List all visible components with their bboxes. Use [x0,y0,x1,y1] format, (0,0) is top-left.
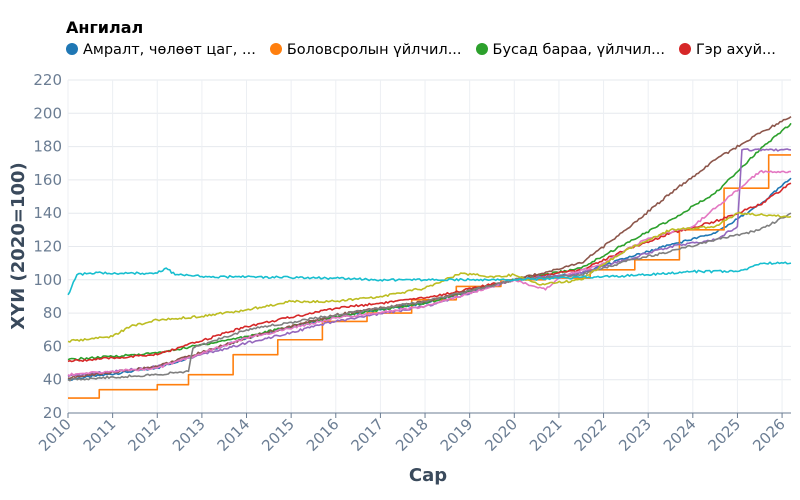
x-tick-label: 2020 [481,415,521,455]
legend-label: Амралт, чөлөөт цаг, ... [83,42,256,58]
y-tick-label: 100 [33,271,62,289]
y-tick-label: 120 [33,238,62,256]
series-line-3 [67,122,792,361]
y-tick-label: 220 [33,71,62,89]
x-tick-label: 2021 [526,415,566,455]
y-axis-title: ХҮИ (2020=100) [8,162,29,329]
x-tick-label: 2017 [348,415,388,455]
legend-swatch-icon [678,43,691,55]
y-tick-label: 140 [33,204,62,222]
legend-swatch-icon [269,43,282,55]
series-lines [67,115,792,399]
legend-label: Бусад бараа, үйлчил... [492,42,665,58]
x-tick-label: 2014 [214,415,254,455]
x-tick-label: 2010 [35,415,75,455]
legend-item[interactable]: Амралт, чөлөөт цаг, ... [66,42,256,58]
y-tick-label: 200 [33,104,62,122]
legend-label: Гэр ахуй... [695,42,776,58]
x-tick-label: 2024 [660,415,700,455]
y-tick-label: 180 [33,138,62,156]
y-tick-label: 60 [43,337,62,355]
series-line-9 [67,211,792,343]
grid [67,79,791,414]
legend-item[interactable]: Боловсролын үйлчил... [269,42,462,58]
legend-label: Боловсролын үйлчил... [286,42,462,58]
x-tick-label: 2011 [80,415,120,455]
x-axis-title: Сар [409,465,447,486]
legend-item[interactable]: Бусад бараа, үйлчил... [475,42,665,58]
legend-swatch-icon [66,43,78,55]
series-line-8 [67,212,792,382]
legend-title: Ангилал [66,18,144,37]
y-tick-label: 40 [43,371,62,389]
x-tick-label: 2016 [303,415,343,455]
legend-item[interactable]: Гэр ахуй... [678,42,776,58]
x-tick-label: 2012 [124,415,164,455]
x-tick-label: 2018 [392,415,432,455]
legend: Ангилал Амралт, чөлөөт цаг, ... Боловсрол… [66,18,800,62]
x-tick-label: 2023 [615,415,655,455]
x-tick-label: 2026 [749,415,789,455]
legend-swatch-icon [475,43,488,55]
x-tick-label: 2019 [437,415,477,455]
series-line-10 [67,261,792,296]
x-tick-label: 2025 [705,415,745,455]
x-tick-label: 2015 [258,415,298,455]
series-line-7 [67,169,792,377]
x-tick-label: 2022 [571,415,611,455]
y-tick-label: 20 [43,404,62,422]
y-tick-label: 160 [33,171,62,189]
x-tick-label: 2013 [169,415,209,455]
y-tick-label: 80 [43,304,62,322]
legend-items: Амралт, чөлөөт цаг, ... Боловсролын үйлчи… [66,42,790,58]
